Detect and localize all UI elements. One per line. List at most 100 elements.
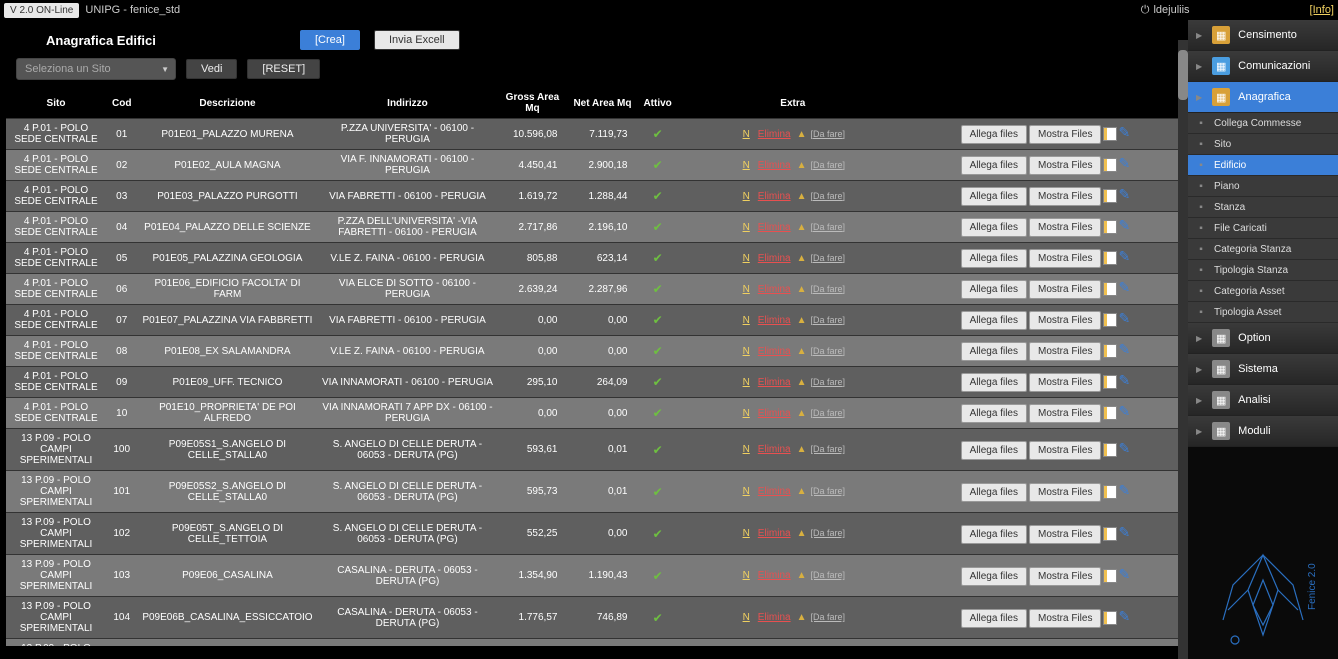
pencil-icon[interactable]: ✎ — [1118, 341, 1130, 357]
allega-button[interactable]: Allega files — [961, 609, 1027, 628]
mostra-button[interactable]: Mostra Files — [1029, 342, 1101, 361]
notebook-icon[interactable] — [1103, 282, 1117, 296]
link-dafare[interactable]: [Da fare] — [811, 253, 846, 263]
link-elimina[interactable]: Elimina — [758, 284, 791, 295]
export-button[interactable]: Invia Excell — [374, 30, 460, 50]
pencil-icon[interactable]: ✎ — [1118, 524, 1130, 540]
link-dafare[interactable]: [Da fare] — [811, 612, 846, 622]
reset-button[interactable]: [RESET] — [247, 59, 320, 79]
notebook-icon[interactable] — [1103, 527, 1117, 541]
link-n[interactable]: N — [743, 284, 750, 295]
scrollbar-thumb[interactable] — [1178, 50, 1188, 100]
link-n[interactable]: N — [743, 222, 750, 233]
mostra-button[interactable]: Mostra Files — [1029, 609, 1101, 628]
pencil-icon[interactable]: ✎ — [1118, 403, 1130, 419]
col-attivo[interactable]: Attivo — [637, 88, 677, 119]
pencil-icon[interactable]: ✎ — [1118, 186, 1130, 202]
notebook-icon[interactable] — [1103, 344, 1117, 358]
mostra-button[interactable]: Mostra Files — [1029, 311, 1101, 330]
site-select[interactable]: Seleziona un Sito ▼ — [16, 58, 176, 80]
allega-button[interactable]: Allega files — [961, 311, 1027, 330]
link-elimina[interactable]: Elimina — [758, 612, 791, 623]
link-elimina[interactable]: Elimina — [758, 222, 791, 233]
pencil-icon[interactable]: ✎ — [1118, 217, 1130, 233]
mostra-button[interactable]: Mostra Files — [1029, 156, 1101, 175]
sidebar-item-analisi[interactable]: ▶▦Analisi — [1188, 385, 1338, 416]
allega-button[interactable]: Allega files — [961, 218, 1027, 237]
col-cod[interactable]: Cod — [106, 88, 137, 119]
allega-button[interactable]: Allega files — [961, 249, 1027, 268]
notebook-icon[interactable] — [1103, 569, 1117, 583]
mostra-button[interactable]: Mostra Files — [1029, 404, 1101, 423]
link-elimina[interactable]: Elimina — [758, 570, 791, 581]
mostra-button[interactable]: Mostra Files — [1029, 373, 1101, 392]
link-elimina[interactable]: Elimina — [758, 444, 791, 455]
notebook-icon[interactable] — [1103, 220, 1117, 234]
link-n[interactable]: N — [743, 129, 750, 140]
sidebar-item-censimento[interactable]: ▶▦Censimento — [1188, 20, 1338, 51]
link-n[interactable]: N — [743, 486, 750, 497]
pencil-icon[interactable]: ✎ — [1118, 440, 1130, 456]
pencil-icon[interactable]: ✎ — [1118, 372, 1130, 388]
notebook-icon[interactable] — [1103, 251, 1117, 265]
mostra-button[interactable]: Mostra Files — [1029, 525, 1101, 544]
allega-button[interactable]: Allega files — [961, 525, 1027, 544]
mostra-button[interactable]: Mostra Files — [1029, 218, 1101, 237]
link-elimina[interactable]: Elimina — [758, 377, 791, 388]
link-elimina[interactable]: Elimina — [758, 408, 791, 419]
view-button[interactable]: Vedi — [186, 59, 237, 79]
link-n[interactable]: N — [743, 570, 750, 581]
scrollbar[interactable] — [1178, 40, 1188, 659]
col-addr[interactable]: Indirizzo — [317, 88, 497, 119]
link-dafare[interactable]: [Da fare] — [811, 570, 846, 580]
notebook-icon[interactable] — [1103, 611, 1117, 625]
sidebar-sub-file-caricati[interactable]: ▪File Caricati — [1188, 218, 1338, 239]
link-n[interactable]: N — [743, 377, 750, 388]
allega-button[interactable]: Allega files — [961, 373, 1027, 392]
pencil-icon[interactable]: ✎ — [1118, 124, 1130, 140]
link-elimina[interactable]: Elimina — [758, 486, 791, 497]
allega-button[interactable]: Allega files — [961, 280, 1027, 299]
link-dafare[interactable]: [Da fare] — [811, 528, 846, 538]
sidebar-item-sistema[interactable]: ▶▦Sistema — [1188, 354, 1338, 385]
link-elimina[interactable]: Elimina — [758, 160, 791, 171]
sidebar-sub-tipologia-asset[interactable]: ▪Tipologia Asset — [1188, 302, 1338, 323]
sidebar-sub-piano[interactable]: ▪Piano — [1188, 176, 1338, 197]
col-sito[interactable]: Sito — [6, 88, 106, 119]
mostra-button[interactable]: Mostra Files — [1029, 441, 1101, 460]
link-n[interactable]: N — [743, 346, 750, 357]
sidebar-item-option[interactable]: ▶▦Option — [1188, 323, 1338, 354]
col-desc[interactable]: Descrizione — [137, 88, 317, 119]
link-n[interactable]: N — [743, 315, 750, 326]
pencil-icon[interactable]: ✎ — [1118, 566, 1130, 582]
notebook-icon[interactable] — [1103, 313, 1117, 327]
col-net[interactable]: Net Area Mq — [567, 88, 637, 119]
mostra-button[interactable]: Mostra Files — [1029, 483, 1101, 502]
mostra-button[interactable]: Mostra Files — [1029, 249, 1101, 268]
info-link[interactable]: [Info] — [1310, 4, 1334, 16]
link-n[interactable]: N — [743, 444, 750, 455]
pencil-icon[interactable]: ✎ — [1118, 608, 1130, 624]
notebook-icon[interactable] — [1103, 443, 1117, 457]
link-dafare[interactable]: [Da fare] — [811, 408, 846, 418]
link-n[interactable]: N — [743, 191, 750, 202]
allega-button[interactable]: Allega files — [961, 125, 1027, 144]
link-n[interactable]: N — [743, 612, 750, 623]
sidebar-sub-categoria-asset[interactable]: ▪Categoria Asset — [1188, 281, 1338, 302]
link-dafare[interactable]: [Da fare] — [811, 160, 846, 170]
sidebar-item-moduli[interactable]: ▶▦Moduli — [1188, 416, 1338, 447]
link-dafare[interactable]: [Da fare] — [811, 315, 846, 325]
pencil-icon[interactable]: ✎ — [1118, 155, 1130, 171]
link-elimina[interactable]: Elimina — [758, 253, 791, 264]
col-gross[interactable]: Gross Area Mq — [497, 88, 567, 119]
notebook-icon[interactable] — [1103, 406, 1117, 420]
allega-button[interactable]: Allega files — [961, 156, 1027, 175]
sidebar-sub-stanza[interactable]: ▪Stanza — [1188, 197, 1338, 218]
link-dafare[interactable]: [Da fare] — [811, 129, 846, 139]
allega-button[interactable]: Allega files — [961, 187, 1027, 206]
link-elimina[interactable]: Elimina — [758, 129, 791, 140]
link-n[interactable]: N — [743, 408, 750, 419]
notebook-icon[interactable] — [1103, 485, 1117, 499]
link-n[interactable]: N — [743, 528, 750, 539]
allega-button[interactable]: Allega files — [961, 483, 1027, 502]
